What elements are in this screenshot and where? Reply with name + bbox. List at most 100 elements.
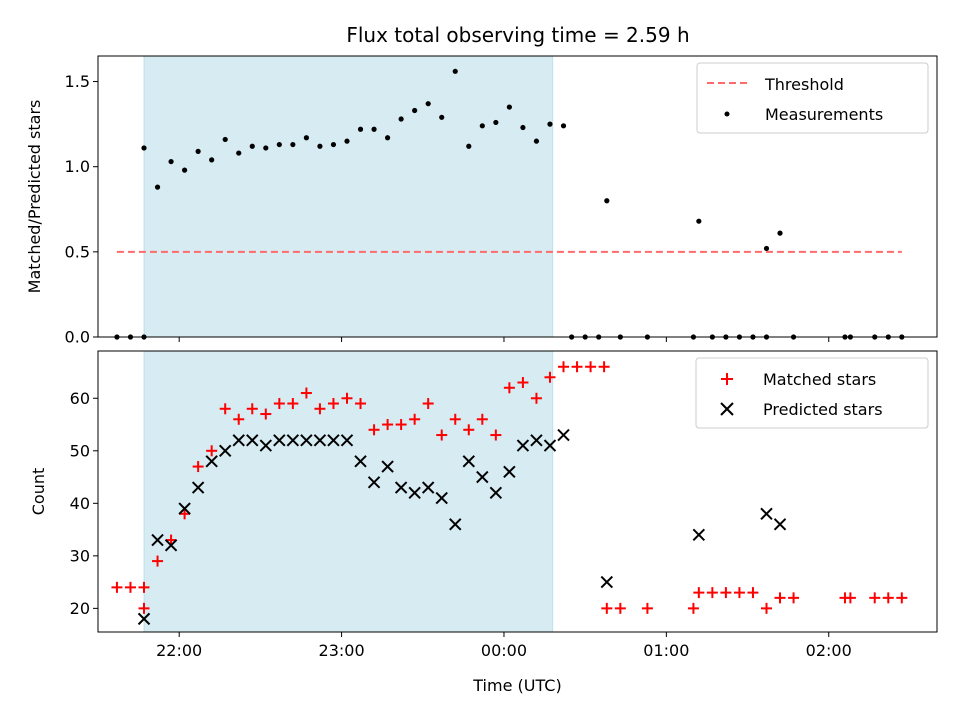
predicted-star-point bbox=[600, 575, 614, 589]
measurement-point bbox=[425, 101, 431, 107]
predicted-star-point bbox=[259, 439, 273, 452]
predicted-star-point bbox=[205, 455, 218, 468]
predicted-star-point bbox=[300, 434, 313, 447]
matched-star-point bbox=[246, 403, 258, 415]
ratio-y-axis-label: Matched/Predicted stars bbox=[25, 100, 44, 294]
matched-star-point bbox=[882, 592, 894, 604]
matched-star-point bbox=[152, 555, 164, 567]
predicted-star-point bbox=[530, 434, 543, 447]
y-tick-label: 60 bbox=[70, 389, 90, 408]
matched-star-point bbox=[382, 419, 394, 431]
legend-measurements-label: Measurements bbox=[765, 105, 883, 124]
matched-star-point bbox=[558, 361, 570, 373]
matched-star-point bbox=[585, 361, 597, 373]
matched-star-point bbox=[206, 445, 218, 457]
y-tick-label: 1.5 bbox=[65, 72, 90, 91]
predicted-star-point bbox=[313, 434, 327, 447]
matched-star-point bbox=[138, 581, 150, 593]
measurement-point bbox=[696, 218, 702, 224]
observing-window-shade-bottom bbox=[143, 350, 554, 633]
measurement-point bbox=[452, 68, 458, 74]
measurement-point bbox=[466, 143, 472, 149]
figure-title: Flux total observing time = 2.59 h bbox=[346, 23, 689, 47]
predicted-star-point bbox=[476, 470, 489, 484]
matched-star-point bbox=[503, 382, 515, 394]
measurement-point bbox=[222, 136, 228, 143]
matched-star-point bbox=[687, 602, 699, 614]
ratio-plot-frame bbox=[97, 55, 938, 338]
matched-star-point bbox=[571, 361, 583, 373]
matched-star-point bbox=[287, 398, 299, 410]
matched-star-point bbox=[747, 587, 759, 599]
predicted-star-point bbox=[367, 476, 381, 489]
measurement-point bbox=[168, 158, 174, 165]
measurement-point bbox=[290, 141, 296, 148]
matched-star-point bbox=[368, 424, 380, 436]
measurement-point bbox=[141, 145, 147, 151]
legend-measurements-swatch bbox=[724, 111, 730, 117]
matched-star-point bbox=[233, 413, 245, 425]
predicted-star-point bbox=[246, 434, 259, 447]
x-tick-label: 23:00 bbox=[319, 641, 365, 660]
matched-star-point bbox=[422, 398, 434, 410]
x-tick-label: 02:00 bbox=[806, 641, 852, 660]
measurement-point bbox=[777, 230, 783, 236]
predicted-star-point bbox=[503, 465, 516, 479]
predicted-star-point bbox=[327, 434, 340, 447]
predicted-star-point bbox=[394, 481, 408, 494]
x-tick-label: 22:00 bbox=[156, 641, 202, 660]
matched-star-point bbox=[314, 403, 326, 415]
predicted-star-point bbox=[232, 434, 245, 447]
observing-window-shade-top bbox=[143, 55, 554, 338]
legend-matched-swatch bbox=[721, 373, 733, 385]
y-tick-label: 20 bbox=[70, 599, 90, 618]
predicted-star-point bbox=[543, 439, 557, 452]
measurement-point bbox=[344, 138, 350, 144]
x-tick-label: 01:00 bbox=[643, 641, 689, 660]
predicted-star-point bbox=[516, 439, 530, 452]
measurement-point bbox=[398, 116, 404, 122]
matched-star-point bbox=[355, 398, 367, 410]
matched-star-point bbox=[641, 602, 653, 614]
count-legend: Matched stars Predicted stars bbox=[695, 357, 929, 429]
measurement-point bbox=[493, 119, 499, 126]
predicted-star-point bbox=[760, 507, 773, 521]
ratio-panel: 0.0 0.5 1.0 1.5 Matched/Predicted stars Thr… bbox=[25, 55, 938, 347]
matched-star-point bbox=[192, 461, 204, 473]
measurement-point bbox=[276, 141, 282, 148]
predicted-star-point bbox=[218, 444, 232, 458]
matched-star-point bbox=[449, 413, 461, 425]
matched-star-point bbox=[327, 398, 339, 410]
count-y-axis-label: Count bbox=[29, 468, 48, 516]
predicted-star-point bbox=[273, 434, 286, 447]
predicted-star-point bbox=[340, 434, 354, 447]
predicted-star-point bbox=[178, 502, 191, 515]
measurement-point bbox=[249, 143, 255, 149]
count-plot-frame bbox=[97, 350, 938, 633]
measurement-point bbox=[560, 123, 567, 129]
count-legend-box bbox=[695, 357, 929, 429]
measurement-point bbox=[506, 104, 512, 110]
matched-star-point bbox=[165, 534, 177, 546]
legend-predicted-label: Predicted stars bbox=[763, 400, 883, 419]
measurement-point bbox=[604, 198, 610, 204]
legend-threshold-label: Threshold bbox=[764, 75, 844, 94]
matched-star-point bbox=[788, 592, 800, 604]
matched-star-point bbox=[463, 424, 475, 436]
matched-star-point bbox=[490, 429, 502, 441]
measurement-point bbox=[520, 124, 526, 131]
matched-star-point bbox=[111, 581, 123, 593]
y-tick-label: 0.5 bbox=[65, 242, 90, 261]
ratio-legend-box bbox=[696, 62, 929, 134]
matched-star-point bbox=[530, 392, 542, 404]
matched-star-point bbox=[896, 592, 908, 604]
measurement-point bbox=[439, 114, 445, 120]
measurement-point bbox=[763, 245, 770, 252]
predicted-star-point bbox=[137, 612, 151, 626]
predicted-star-point bbox=[421, 481, 435, 494]
matched-star-point bbox=[760, 602, 772, 614]
matched-star-point bbox=[300, 387, 312, 399]
measurement-point bbox=[412, 107, 418, 114]
measurement-point bbox=[533, 138, 540, 144]
